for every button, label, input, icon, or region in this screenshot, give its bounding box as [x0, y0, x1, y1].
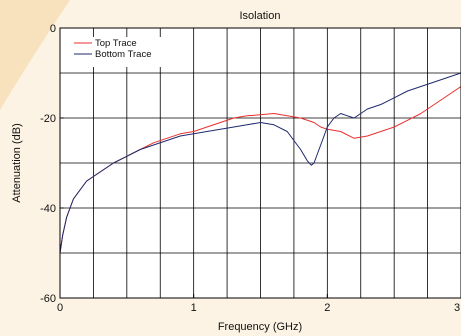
legend-label: Top Trace: [95, 38, 137, 49]
y-tick-label: -20: [40, 113, 56, 125]
axes: 0 1 2 3 0 -20 -40 -60: [40, 23, 461, 314]
x-tick-label: 3: [454, 302, 460, 314]
x-tick-label: 1: [191, 302, 197, 314]
series-layer: [59, 72, 461, 254]
y-axis-label: Attenuation (dB): [11, 123, 23, 203]
y-tick-label: 0: [50, 23, 56, 35]
y-tick-label: -60: [40, 293, 56, 305]
grid: [60, 28, 461, 298]
legend-label: Bottom Trace: [95, 49, 152, 60]
decorative-corner-shape: [0, 0, 70, 110]
x-axis-label: Frequency (GHz): [218, 321, 302, 333]
chart-title: Isolation: [240, 10, 281, 22]
plot-frame: [59, 27, 461, 299]
x-tick-label: 0: [57, 302, 63, 314]
x-tick-label: 2: [324, 302, 330, 314]
legend-background: [68, 37, 168, 67]
series-line-bottom-trace: [59, 72, 461, 254]
y-tick-label: -40: [40, 203, 56, 215]
